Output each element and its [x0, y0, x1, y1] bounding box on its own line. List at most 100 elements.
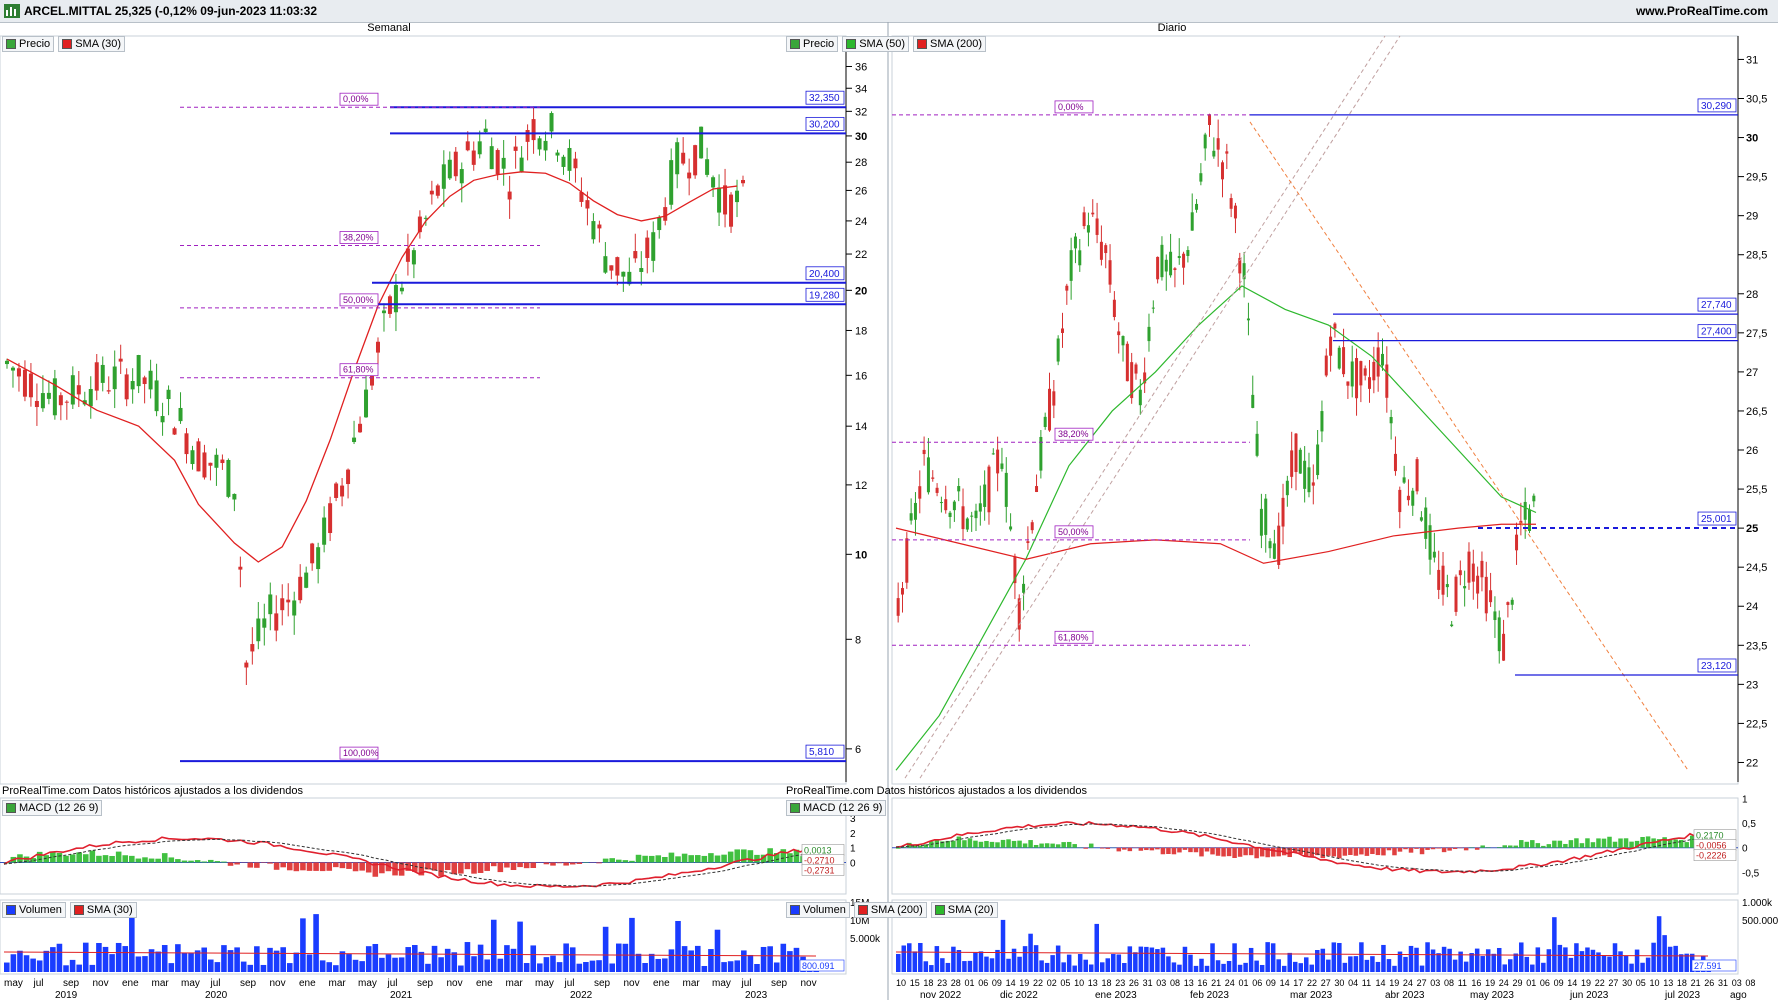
daily-x-tick-label: 10 [896, 978, 906, 988]
weekly-volume-bar [741, 950, 747, 972]
weekly-macd-histogram-bar [365, 862, 372, 873]
weekly-y-tick-label: 20 [855, 285, 867, 297]
daily-volume-bar [1072, 965, 1077, 972]
daily-volume-bar [934, 946, 940, 972]
daily-candle [1432, 532, 1436, 563]
daily-volume-bar [1149, 947, 1155, 972]
weekly-x-tick-label: nov [801, 978, 817, 989]
daily-volume-bar [1530, 964, 1535, 972]
weekly-volume-bar [142, 956, 148, 972]
weekly-candle [645, 230, 650, 274]
candle-body [465, 141, 470, 151]
weekly-candle [453, 147, 458, 181]
candle-body [1320, 411, 1324, 432]
candle-body [1052, 391, 1056, 406]
daily-month-label: mar 2023 [1290, 990, 1333, 1000]
title-bar: ARCEL.MITTAL 25,325 (-0,12% 09-jun-2023 … [0, 0, 1778, 23]
weekly-macd-histogram-bar [780, 849, 787, 863]
daily-y-tick-label: 29 [1746, 211, 1758, 223]
daily-x-tick-label: 27 [1417, 978, 1427, 988]
daily-price-legend: Precio SMA (50) SMA (200) [786, 36, 987, 52]
candle-body [244, 662, 249, 668]
candle-body [1528, 509, 1532, 531]
weekly-level-label: 30,200 [809, 119, 840, 130]
daily-volume-bar [1237, 964, 1243, 972]
weekly-y-tick-label: 14 [855, 421, 867, 433]
daily-candle [974, 503, 978, 531]
weekly-candle [405, 233, 410, 276]
weekly-candle [52, 369, 57, 420]
weekly-volume-bar [82, 942, 89, 972]
daily-candle [1303, 446, 1307, 503]
daily-candle [1173, 267, 1177, 288]
daily-candle [1186, 246, 1190, 263]
weekly-candle [519, 146, 524, 173]
daily-candle [1437, 550, 1441, 600]
daily-x-tick-label: 01 [1526, 978, 1536, 988]
daily-candle [1389, 409, 1393, 440]
daily-volume-bar [1221, 963, 1226, 972]
candle-body [996, 449, 1000, 474]
daily-candle [1502, 619, 1506, 661]
candle-body [322, 517, 327, 545]
candle-body [1281, 497, 1285, 527]
daily-macd-histogram-bar [1315, 847, 1320, 856]
weekly-candle [561, 154, 566, 175]
daily-macd-legend: MACD (12 26 9) [786, 800, 887, 816]
weekly-macd-histogram-bar [300, 862, 306, 871]
weekly-macd-histogram-bar [254, 862, 260, 868]
daily-volume-bar [1188, 954, 1193, 972]
weekly-macd-value-label: -0,2710 [804, 855, 835, 865]
candle-body [615, 257, 620, 276]
weekly-x-tick-label: mar [683, 978, 701, 989]
weekly-macd-histogram-bar [694, 855, 701, 863]
daily-macd-value-label: -0,2226 [1696, 851, 1727, 861]
candle-body [124, 374, 129, 400]
weekly-volume-bar [30, 958, 36, 972]
weekly-y-tick-label: 32 [855, 106, 867, 118]
daily-volume-bar [1326, 959, 1331, 972]
daily-macd-histogram-bar [1552, 840, 1557, 848]
weekly-volume-bar [708, 949, 714, 972]
daily-macd-histogram-bar [1326, 847, 1331, 856]
daily-macd-histogram-bar [1530, 840, 1535, 848]
daily-macd-histogram-bar [907, 842, 912, 848]
daily-volume-bar [1111, 954, 1116, 972]
candle-body [1458, 570, 1462, 576]
weekly-x-tick-label: mar [329, 978, 347, 989]
weekly-volume-bar [747, 954, 754, 972]
weekly-volume-bar [240, 961, 247, 972]
site-url[interactable]: www.ProRealTime.com [1635, 4, 1768, 18]
daily-candle [1233, 202, 1237, 234]
candle-body [142, 377, 147, 385]
candle-body [1385, 364, 1389, 398]
daily-x-tick-label: 14 [1567, 978, 1577, 988]
weekly-macd-histogram-bar [444, 862, 451, 871]
candle-body [88, 388, 93, 407]
weekly-macd-histogram-bar [741, 849, 747, 863]
daily-volume-bar [1287, 952, 1292, 972]
weekly-fib-label: 61,80% [343, 365, 374, 375]
daily-x-tick-label: 24 [1225, 978, 1235, 988]
daily-candle [1285, 475, 1289, 507]
daily-candle [1026, 526, 1030, 550]
daily-level-box [1697, 658, 1737, 673]
daily-volume-bar [1166, 956, 1171, 972]
candle-body [645, 237, 650, 258]
daily-data-note: ProRealTime.com Datos históricos ajustad… [786, 785, 1088, 797]
candle-body [1277, 525, 1281, 565]
daily-candle [1402, 465, 1406, 484]
weekly-level-box [805, 116, 845, 131]
daily-volume-bar [1513, 953, 1519, 972]
weekly-candle [316, 542, 321, 584]
weekly-volume-bar [359, 961, 365, 972]
weekly-candle [202, 444, 207, 480]
weekly-level-box [805, 287, 845, 302]
weekly-macd-histogram-bar [155, 858, 161, 863]
daily-macd-histogram-bar [1265, 847, 1270, 858]
daily-volume-value-label: 27.591 [1694, 961, 1722, 971]
candle-body [1099, 241, 1103, 260]
candle-body [76, 385, 81, 395]
daily-x-tick-label: 18 [1677, 978, 1687, 988]
